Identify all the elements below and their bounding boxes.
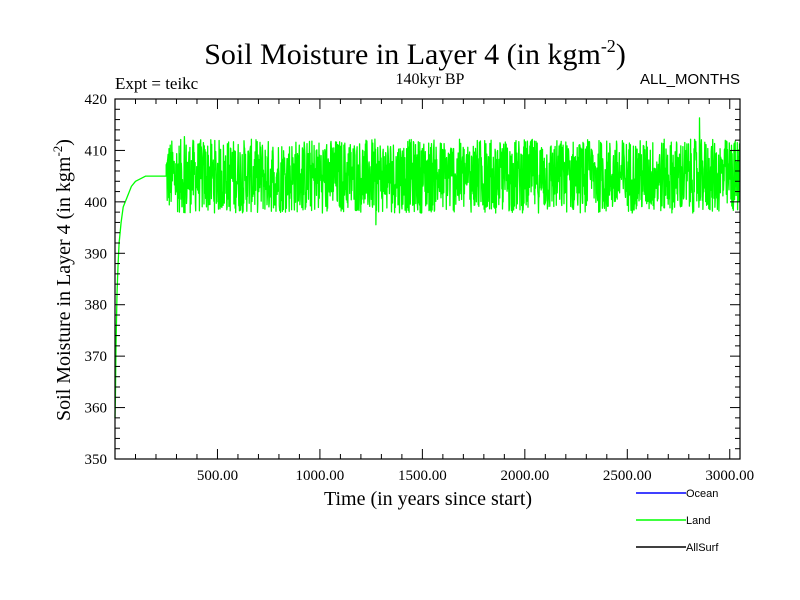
legend: Ocean Land AllSurf xyxy=(636,488,719,554)
legend-label-allsurf: AllSurf xyxy=(686,542,719,554)
legend-item-allsurf: AllSurf xyxy=(636,542,719,554)
legend-label-ocean: Ocean xyxy=(686,488,718,500)
legend-label-land: Land xyxy=(686,515,710,527)
y-tick-label: 360 xyxy=(85,401,108,417)
legend-item-land: Land xyxy=(636,515,710,527)
x-tick-label: 500.00 xyxy=(197,468,238,484)
plot-area: 350 360 370 380 390 400 410 420 500.00 1000.00 15… xyxy=(85,92,755,484)
series-layer xyxy=(114,117,741,418)
y-axis-label: Soil Moisture in Layer 4 (in kgm-2) xyxy=(50,139,75,421)
y-tick-label: 380 xyxy=(85,298,108,314)
legend-item-ocean: Ocean xyxy=(636,488,718,500)
x-tick-label: 3000.00 xyxy=(705,468,754,484)
y-axis: 350 360 370 380 390 400 410 420 xyxy=(85,92,740,468)
experiment-label: Expt = teikc xyxy=(115,74,199,93)
x-tick-label: 1000.00 xyxy=(296,468,345,484)
chart-subtitle: 140kyr BP xyxy=(396,71,465,88)
chart-title: Soil Moisture in Layer 4 (in kgm-2) xyxy=(204,36,626,71)
x-tick-label: 1500.00 xyxy=(398,468,447,484)
y-tick-label: 370 xyxy=(85,349,108,365)
x-axis-label: Time (in years since start) xyxy=(324,488,532,510)
y-tick-label: 350 xyxy=(85,452,108,468)
x-axis: 500.00 1000.00 1500.00 2000.00 2500.00 3000.0… xyxy=(134,99,754,484)
y-tick-label: 390 xyxy=(85,246,108,262)
months-label: ALL_MONTHS xyxy=(640,71,740,88)
x-tick-label: 2000.00 xyxy=(500,468,549,484)
plot-frame xyxy=(114,98,741,460)
x-tick-label: 2500.00 xyxy=(603,468,652,484)
series-line-land xyxy=(114,117,741,418)
y-tick-label: 420 xyxy=(85,92,108,108)
y-tick-label: 400 xyxy=(85,195,108,211)
y-tick-label: 410 xyxy=(85,143,108,159)
